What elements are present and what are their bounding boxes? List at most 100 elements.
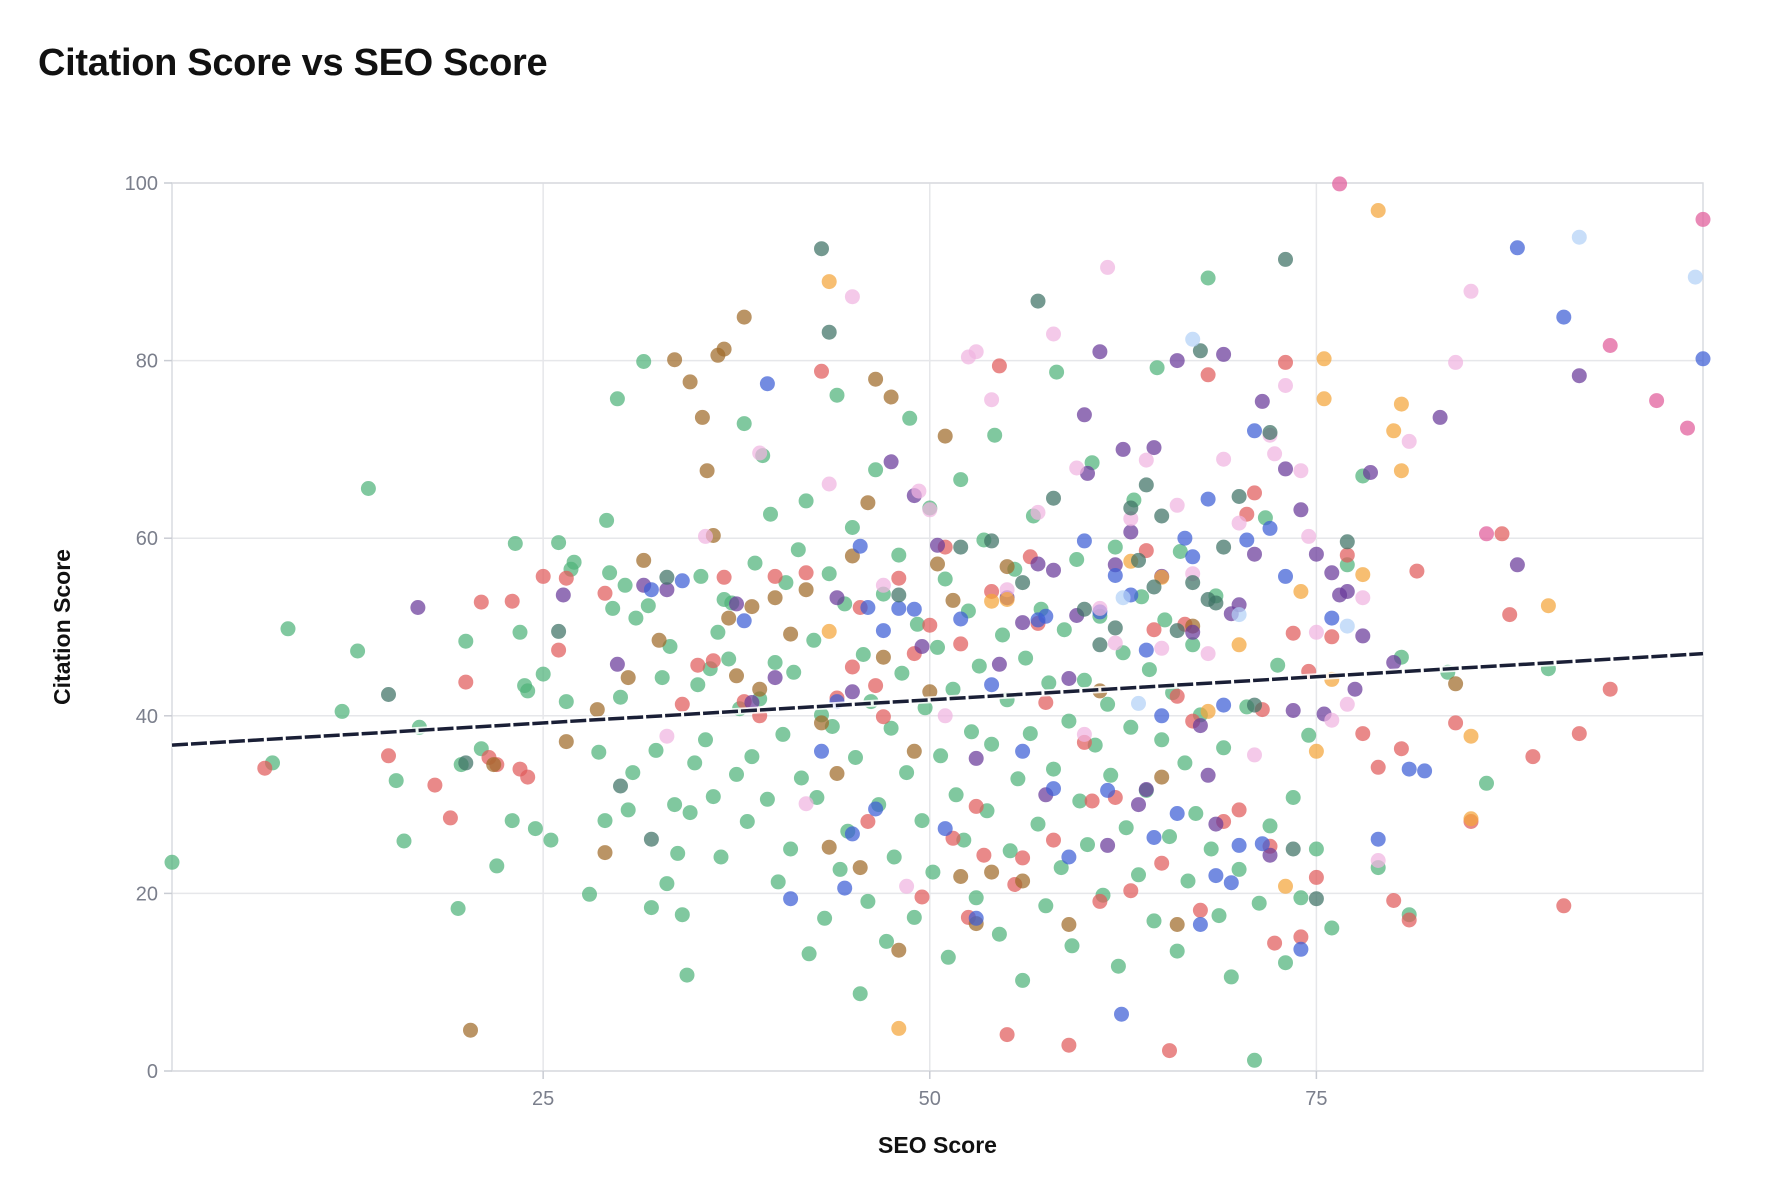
scatter-point — [1188, 806, 1204, 821]
scatter-point — [1185, 624, 1201, 640]
scatter-point — [1157, 612, 1173, 628]
scatter-point — [883, 454, 899, 470]
scatter-point — [806, 632, 822, 648]
scatter-point — [953, 636, 969, 652]
scatter-point — [636, 354, 652, 369]
scatter-point — [687, 755, 703, 771]
scatter-point — [844, 684, 860, 700]
scatter-point — [690, 677, 706, 693]
scatter-point — [1038, 898, 1054, 914]
scatter-point — [1107, 539, 1123, 555]
y-tick-label: 20 — [136, 883, 158, 905]
scatter-point — [886, 849, 902, 865]
scatter-point — [902, 410, 918, 426]
scatter-point — [763, 506, 778, 522]
trendline-group — [171, 650, 1704, 749]
scatter-point — [1247, 747, 1262, 763]
x-tick-label: 25 — [532, 1088, 554, 1110]
scatter-point — [1072, 793, 1088, 809]
scatter-point — [1046, 562, 1061, 578]
scatter-point — [930, 639, 945, 655]
scatter-point — [662, 639, 678, 654]
scatter-point — [1200, 767, 1216, 783]
scatter-point — [1169, 943, 1185, 959]
scatter-point — [744, 599, 760, 615]
scatter-point — [520, 769, 536, 785]
scatter-point — [605, 600, 621, 616]
scatter-point — [1247, 697, 1262, 713]
y-tick-label: 0 — [147, 1061, 158, 1083]
scatter-point — [1571, 229, 1587, 245]
scatter-point — [609, 391, 625, 407]
scatter-point — [1041, 675, 1057, 691]
scatter-point — [987, 427, 1003, 443]
scatter-point — [1324, 610, 1340, 626]
scatter-point — [1324, 565, 1340, 581]
scatter-point — [620, 802, 636, 818]
scatter-point — [1046, 832, 1061, 848]
scatter-point — [1200, 270, 1216, 286]
scatter-point — [821, 476, 837, 492]
scatter-point — [257, 760, 273, 776]
scatter-point — [829, 590, 845, 606]
scatter-point — [945, 592, 961, 608]
scatter-point — [868, 371, 884, 387]
scatter-point — [991, 926, 1007, 942]
scatter-point — [716, 569, 732, 585]
scatter-point — [1185, 575, 1201, 591]
scatter-point — [1092, 600, 1108, 616]
scatter-point — [1061, 1037, 1077, 1053]
scatter-point — [1169, 806, 1185, 821]
scatter-point — [1200, 491, 1216, 507]
scatter-point — [999, 559, 1015, 575]
scatter-point — [829, 387, 845, 403]
scatter-point — [1370, 853, 1386, 868]
scatter-point — [1030, 504, 1046, 520]
scatter-point — [1138, 452, 1154, 468]
scatter-point — [667, 352, 683, 368]
scatter-point — [643, 831, 659, 847]
scatter-point — [855, 647, 871, 662]
scatter-point — [280, 621, 296, 637]
scatter-point — [1278, 568, 1293, 584]
scatter-point — [1185, 637, 1201, 653]
scatter-point — [909, 616, 925, 632]
x-axis-ticks: 25 50 75 — [532, 1071, 1328, 1110]
scatter-point — [868, 678, 884, 694]
scatter-point — [674, 696, 690, 712]
scatter-point — [667, 797, 683, 813]
scatter-point — [1401, 761, 1417, 777]
scatter-point — [736, 613, 752, 629]
scatter-point — [1123, 511, 1139, 527]
scatter-point — [968, 910, 984, 926]
scatter-point — [775, 726, 791, 742]
scatter-point — [1571, 726, 1587, 742]
scatter-point — [1100, 782, 1116, 798]
scatter-point — [984, 533, 1000, 549]
scatter-point — [643, 582, 659, 598]
scatter-point — [1061, 849, 1077, 865]
scatter-point — [786, 664, 802, 680]
scatter-point — [1192, 917, 1208, 932]
scatter-point — [783, 891, 799, 907]
scatter-point — [1154, 769, 1170, 785]
x-axis-title: SEO Score — [878, 1132, 997, 1158]
scatter-point — [1695, 351, 1711, 367]
scatter-point — [520, 683, 536, 699]
scatter-point — [914, 639, 930, 654]
scatter-point — [1131, 552, 1146, 568]
scatter-point — [713, 849, 729, 865]
scatter-point — [164, 854, 180, 870]
scatter-point — [798, 796, 814, 812]
scatter-point — [891, 1020, 907, 1036]
scatter-point — [1278, 378, 1293, 393]
scatter-point — [682, 805, 698, 821]
y-tick-label: 100 — [125, 173, 158, 195]
scatter-point — [1254, 393, 1270, 409]
scatter-point — [1162, 1043, 1177, 1059]
scatter-point — [821, 566, 837, 582]
plot-frame — [171, 182, 1704, 1072]
scatter-point — [1339, 547, 1355, 563]
scatter-point — [628, 610, 644, 626]
